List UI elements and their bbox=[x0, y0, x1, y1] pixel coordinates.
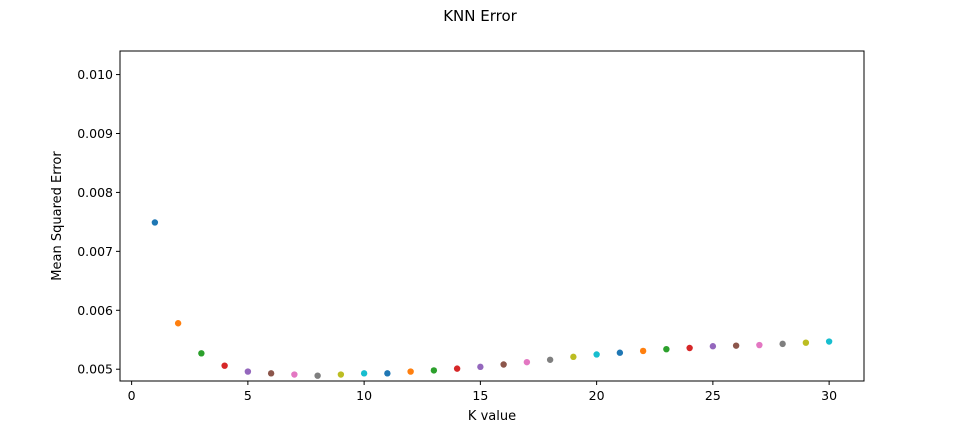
data-point-k9 bbox=[337, 371, 345, 378]
data-point-k19 bbox=[570, 353, 577, 361]
data-point-k13 bbox=[430, 367, 438, 374]
data-point-k22 bbox=[639, 347, 647, 355]
plot-area bbox=[119, 50, 865, 382]
data-point-k5 bbox=[244, 368, 252, 375]
data-point-k29 bbox=[802, 339, 810, 346]
data-point-k11 bbox=[384, 370, 391, 377]
x-tick-label: 15 bbox=[472, 388, 488, 403]
data-point-k27 bbox=[756, 341, 763, 349]
data-point-k17 bbox=[523, 358, 531, 366]
y-tick-label: 0.009 bbox=[77, 126, 113, 141]
data-point-k2 bbox=[174, 320, 182, 327]
x-axis-label: K value bbox=[468, 409, 516, 424]
data-point-k6 bbox=[267, 370, 275, 377]
data-point-k24 bbox=[686, 344, 693, 352]
y-tick-label: 0.010 bbox=[77, 67, 113, 82]
data-point-k12 bbox=[407, 368, 414, 375]
y-tick-label: 0.005 bbox=[77, 362, 113, 377]
y-axis-label: Mean Squared Error bbox=[50, 151, 65, 281]
data-point-k28 bbox=[779, 340, 786, 348]
x-axis: 0 5 10 15 20 25 30 bbox=[128, 381, 837, 403]
y-axis: 0.005 0.006 0.007 0.008 0.009 0.010 bbox=[77, 67, 120, 377]
y-tick-label: 0.007 bbox=[77, 244, 113, 259]
data-point-k20 bbox=[593, 351, 600, 358]
data-point-k1 bbox=[151, 219, 159, 226]
x-tick-label: 5 bbox=[244, 388, 252, 403]
y-tick-label: 0.006 bbox=[77, 303, 113, 318]
x-tick-label: 30 bbox=[821, 388, 837, 403]
data-points bbox=[151, 219, 833, 379]
data-point-k21 bbox=[616, 349, 624, 356]
y-tick-label: 0.008 bbox=[77, 185, 113, 200]
data-point-k10 bbox=[360, 370, 368, 377]
data-point-k8 bbox=[314, 372, 321, 379]
data-point-k25 bbox=[709, 343, 717, 350]
x-tick-label: 25 bbox=[705, 388, 721, 403]
data-point-k3 bbox=[198, 350, 205, 357]
x-tick-label: 20 bbox=[589, 388, 605, 403]
x-tick-label: 0 bbox=[128, 388, 136, 403]
data-point-k30 bbox=[825, 338, 833, 345]
data-point-k18 bbox=[546, 356, 554, 363]
data-point-k14 bbox=[453, 365, 461, 372]
data-point-k4 bbox=[221, 362, 228, 369]
data-point-k7 bbox=[291, 371, 298, 378]
data-point-k26 bbox=[732, 342, 740, 349]
chart-title: KNN Error bbox=[443, 7, 517, 25]
x-tick-label: 10 bbox=[356, 388, 372, 403]
data-point-k15 bbox=[477, 363, 484, 371]
data-point-k23 bbox=[663, 345, 670, 353]
data-point-k16 bbox=[500, 361, 507, 368]
